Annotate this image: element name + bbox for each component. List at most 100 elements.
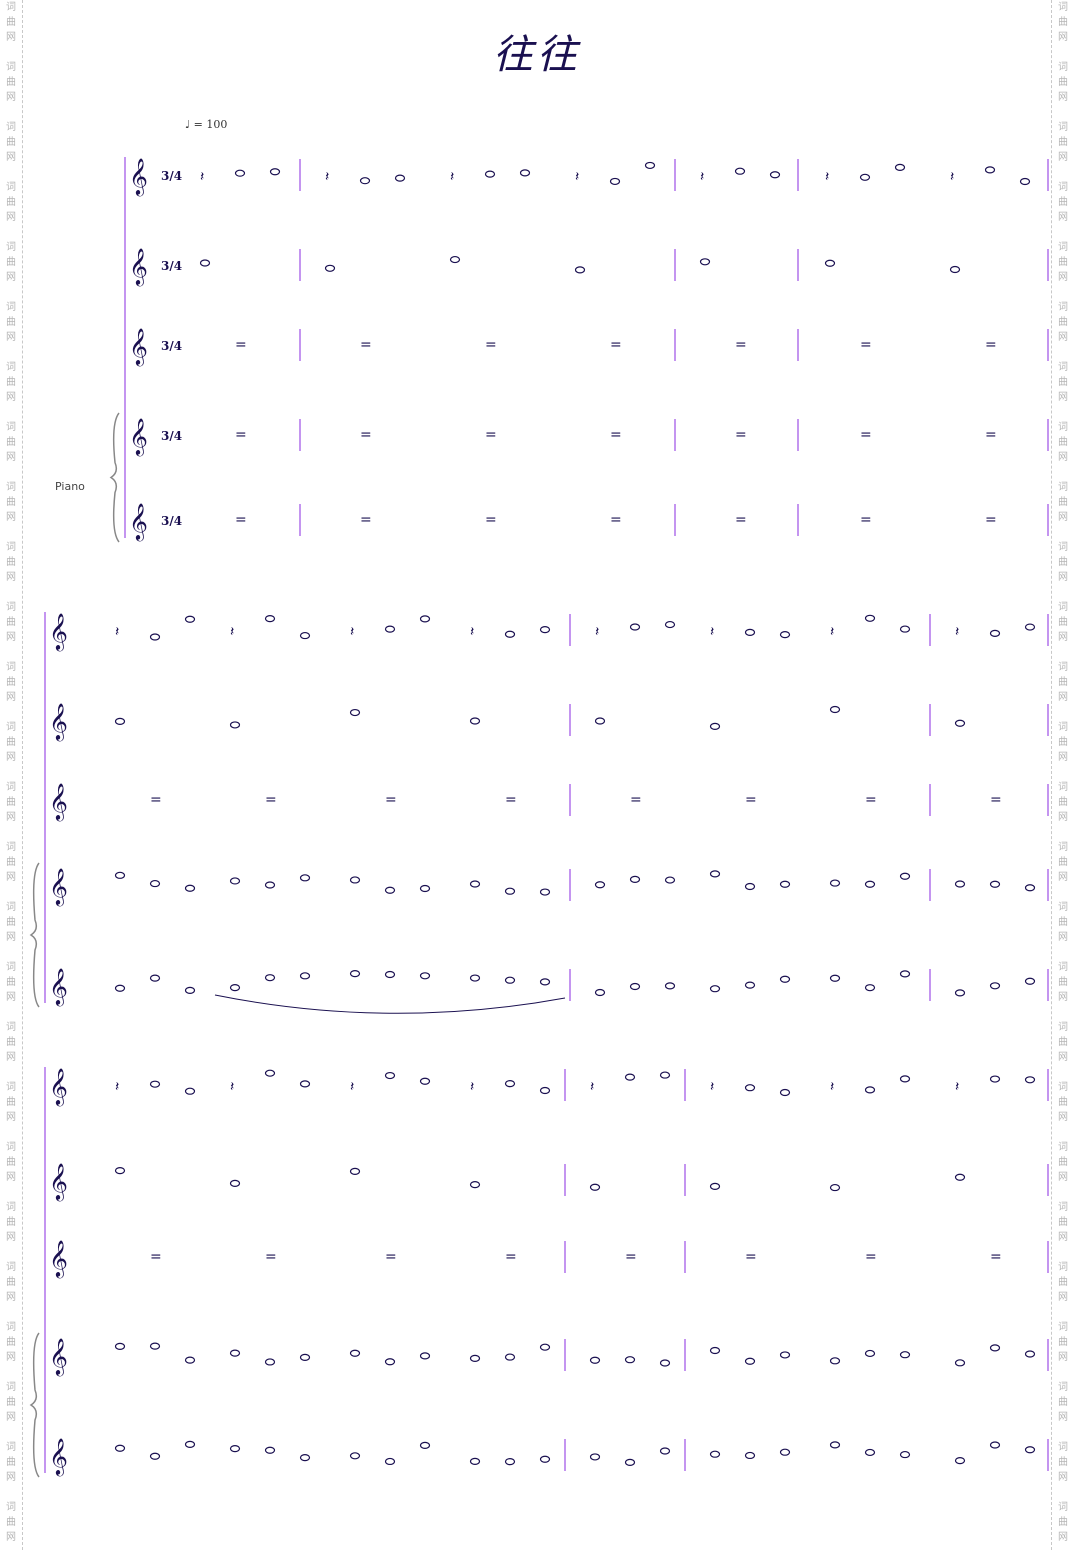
watermark-text: 词曲网 (1058, 1262, 1068, 1303)
note-head (149, 974, 161, 982)
whole-rest: = (265, 1249, 277, 1265)
note-head (1019, 177, 1031, 186)
quarter-rest: 𝄽 (470, 624, 474, 640)
note-head (539, 978, 551, 986)
watermark-text: 词曲网 (1058, 1022, 1068, 1063)
piano-brace (29, 1332, 40, 1478)
note-head (469, 880, 481, 888)
quarter-rest: 𝄽 (350, 1079, 354, 1095)
note-head (594, 988, 606, 997)
note-head (504, 976, 516, 984)
quarter-rest: 𝄽 (700, 169, 704, 185)
watermark-text: 词曲网 (1058, 182, 1068, 223)
quarter-rest: 𝄽 (590, 1079, 594, 1095)
whole-rest: = (985, 337, 997, 353)
note-head (184, 884, 196, 892)
note-head (469, 974, 481, 982)
tempo-marking: ♩ = 100 (185, 118, 228, 131)
note-head (149, 1342, 161, 1350)
note-head (419, 1352, 431, 1360)
treble-clef-icon: 𝄞 (49, 612, 68, 651)
whole-rest: = (485, 427, 497, 443)
whole-rest: = (630, 792, 642, 808)
note-head (269, 168, 281, 176)
note-head (899, 1351, 911, 1359)
note-head (264, 1358, 276, 1366)
note-head (779, 630, 791, 639)
note-head (709, 985, 721, 993)
watermark-text: 词曲网 (6, 1442, 16, 1483)
note-head (709, 1346, 721, 1355)
whole-rest: = (745, 792, 757, 808)
note-head (349, 1167, 361, 1175)
note-head (539, 1086, 551, 1095)
note-head (539, 1455, 551, 1463)
watermark-text: 词曲网 (1058, 722, 1068, 763)
treble-clef-icon: 𝄞 (129, 157, 148, 196)
watermark-text: 词曲网 (6, 482, 16, 523)
note-head (419, 972, 431, 980)
note-head (709, 870, 721, 878)
note-head (394, 174, 406, 182)
note-head (264, 1069, 276, 1077)
note-head (769, 171, 781, 179)
note-head (829, 1183, 841, 1192)
note-head (504, 887, 516, 895)
note-head (484, 170, 496, 178)
watermark-text: 词曲网 (1058, 1082, 1068, 1123)
watermark-text: 词曲网 (1058, 1442, 1068, 1483)
quarter-rest: 𝄽 (710, 624, 714, 640)
note-head (989, 629, 1001, 637)
note-head (954, 719, 966, 727)
whole-rest: = (485, 512, 497, 528)
note-head (779, 1351, 791, 1359)
note-head (644, 161, 656, 170)
note-head (349, 1349, 361, 1357)
note-head (659, 1359, 671, 1367)
quarter-rest: 𝄽 (350, 624, 354, 640)
quarter-rest: 𝄽 (575, 169, 579, 185)
note-head (574, 266, 586, 274)
note-head (899, 970, 911, 978)
quarter-rest: 𝄽 (230, 624, 234, 640)
whole-rest: = (735, 337, 747, 353)
treble-clef-icon: 𝄞 (49, 1067, 68, 1106)
watermark-text: 词曲网 (1058, 842, 1068, 883)
watermark-text: 词曲网 (1058, 662, 1068, 703)
watermark-text: 词曲网 (6, 602, 16, 643)
note-head (949, 265, 961, 274)
note-head (114, 1444, 126, 1452)
watermark-text: 词曲网 (6, 62, 16, 103)
watermark-text: 词曲网 (1058, 302, 1068, 343)
note-head (864, 880, 876, 888)
note-head (624, 1356, 636, 1364)
note-head (779, 975, 791, 983)
watermark-text: 词曲网 (6, 1322, 16, 1363)
watermark-right: 词曲网词曲网词曲网词曲网词曲网词曲网词曲网词曲网词曲网词曲网词曲网词曲网词曲网词… (1051, 0, 1074, 1550)
quarter-rest: 𝄽 (230, 1079, 234, 1095)
note-head (504, 1458, 516, 1466)
watermark-text: 词曲网 (6, 122, 16, 163)
note-head (384, 886, 396, 894)
note-head (504, 1080, 516, 1088)
note-head (899, 625, 911, 633)
watermark-text: 词曲网 (6, 1262, 16, 1303)
time-signature: 3/4 (161, 339, 182, 353)
note-head (299, 874, 311, 882)
treble-clef-icon: 𝄞 (49, 1437, 68, 1476)
note-head (359, 177, 371, 185)
note-head (349, 970, 361, 978)
quarter-rest: 𝄽 (115, 1079, 119, 1095)
note-head (829, 705, 841, 714)
time-signature: 3/4 (161, 169, 182, 183)
whole-rest: = (360, 337, 372, 353)
watermark-text: 词曲网 (1058, 1502, 1068, 1543)
note-head (989, 1344, 1001, 1352)
note-head (744, 628, 756, 636)
note-head (229, 1445, 241, 1453)
note-head (629, 623, 641, 631)
note-head (469, 717, 481, 725)
quarter-rest: 𝄽 (825, 169, 829, 185)
note-head (594, 881, 606, 889)
